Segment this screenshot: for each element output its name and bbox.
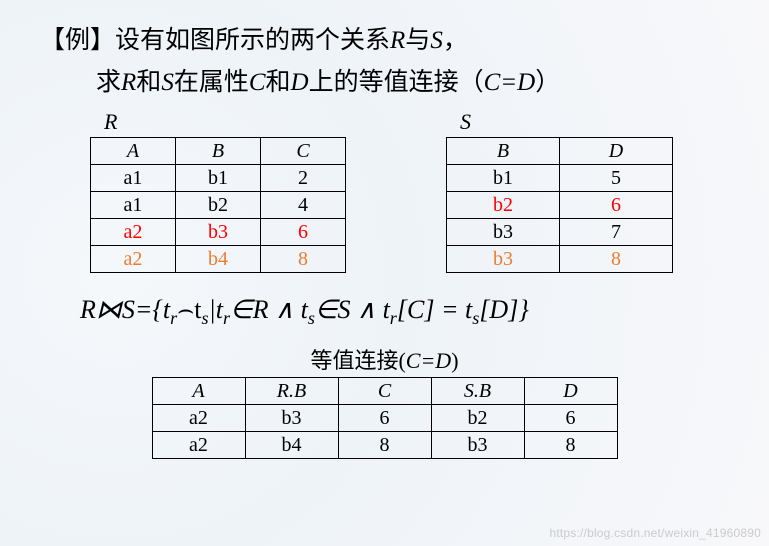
table-cell: 2 [261,165,346,192]
f: |t [209,295,223,324]
table-cell: 6 [338,405,431,432]
table-cell: b1 [447,165,560,192]
table-cell: 7 [560,219,673,246]
text: ， [443,27,468,54]
watermark: https://blog.csdn.net/weixin_41960890 [549,526,761,540]
table-header-cell: S.B [431,378,524,405]
var-S: S [430,27,443,54]
table-row: a1b24 [91,192,346,219]
table-cell: 8 [261,246,346,273]
table-header-cell: C [261,138,346,165]
var-R: R [390,27,405,54]
table-header-cell: B [447,138,560,165]
text: 和 [266,69,291,96]
f: R⋈S={t [80,295,170,324]
table-cell: a1 [91,165,176,192]
table-cell: 6 [524,405,617,432]
table-cell: b2 [176,192,261,219]
table-row: a2b48 [91,246,346,273]
f: [C] = t [397,295,472,324]
sub: s [201,308,208,328]
table-header-cell: D [560,138,673,165]
var-eq: C=D [484,69,536,96]
table-cell: a2 [152,405,245,432]
table-row: a2b48b38 [152,432,617,459]
table-header-cell: D [524,378,617,405]
table-cell: 8 [338,432,431,459]
table-cell: a2 [91,246,176,273]
table-cell: 4 [261,192,346,219]
table-row: b37 [447,219,673,246]
table-cell: b2 [447,192,560,219]
table-header-cell: A [91,138,176,165]
sub: r [390,308,397,328]
text: 求 [96,69,121,96]
var-S: S [161,69,174,96]
page-root: 【例】设有如图所示的两个关系R与S， 求R和S在属性C和D上的等值连接（C=D）… [0,0,769,546]
table-cell: b3 [245,405,338,432]
table-cell: a1 [91,192,176,219]
table-cell: b1 [176,165,261,192]
table-cell: a2 [91,219,176,246]
table-row: a2b36 [91,219,346,246]
table-result: AR.BCS.BDa2b36b26a2b48b38 [152,377,618,459]
result-table-wrap: AR.BCS.BDa2b36b26a2b48b38 [40,377,729,459]
table-cell: a2 [152,432,245,459]
table-R: ABCa1b12a1b24a2b36a2b48 [90,137,346,273]
text: 等值连接( [310,348,405,373]
var-C: C [249,69,266,96]
join-formula: R⋈S={tr⌢ts|tr∈R ∧ ts∈S ∧ tr[C] = ts[D]} [80,295,729,329]
text: 【例】设有如图所示的两个关系 [40,27,390,54]
table-header-cell: B [176,138,261,165]
table-S: BDb15b26b37b38 [446,137,673,273]
table-row: a2b36b26 [152,405,617,432]
table-cell: b3 [447,219,560,246]
table-S-label: S [460,109,673,135]
f: ∈S ∧ t [315,295,390,324]
var-R: R [121,69,136,96]
table-cell: 6 [560,192,673,219]
table-cell: b3 [431,432,524,459]
f: ∈R ∧ t [230,295,308,324]
heading-line-1: 【例】设有如图所示的两个关系R与S， [40,22,729,60]
table-header-cell: A [152,378,245,405]
table-cell: b4 [176,246,261,273]
sub: r [223,308,230,328]
table-R-block: R ABCa1b12a1b24a2b36a2b48 [90,109,346,273]
text: 与 [405,27,430,54]
table-cell: 8 [524,432,617,459]
table-header-cell: R.B [245,378,338,405]
table-row: a1b12 [91,165,346,192]
table-header-cell: C [338,378,431,405]
text: 在属性 [174,69,249,96]
table-cell: 6 [261,219,346,246]
table-cell: b2 [431,405,524,432]
table-cell: b3 [447,246,560,273]
f: [D]} [479,295,528,324]
text: 上的等值连接（ [309,69,484,96]
heading-line-2: 求R和S在属性C和D上的等值连接（C=D） [40,64,729,102]
table-row: b38 [447,246,673,273]
table-cell: 8 [560,246,673,273]
table-cell: b4 [245,432,338,459]
var-eq: C=D [406,348,451,373]
table-R-label: R [104,109,346,135]
var-D: D [291,69,309,96]
tables-row: R ABCa1b12a1b24a2b36a2b48 S BDb15b26b37b… [90,109,729,273]
f: ⌢t [177,295,201,324]
result-title: 等值连接(C=D) [40,343,729,375]
text: ) [451,348,458,373]
table-cell: 5 [560,165,673,192]
text: 和 [136,69,161,96]
table-row: b15 [447,165,673,192]
table-S-block: S BDb15b26b37b38 [446,109,673,273]
text: ） [535,69,560,96]
table-cell: b3 [176,219,261,246]
table-row: b26 [447,192,673,219]
sub: s [308,308,315,328]
